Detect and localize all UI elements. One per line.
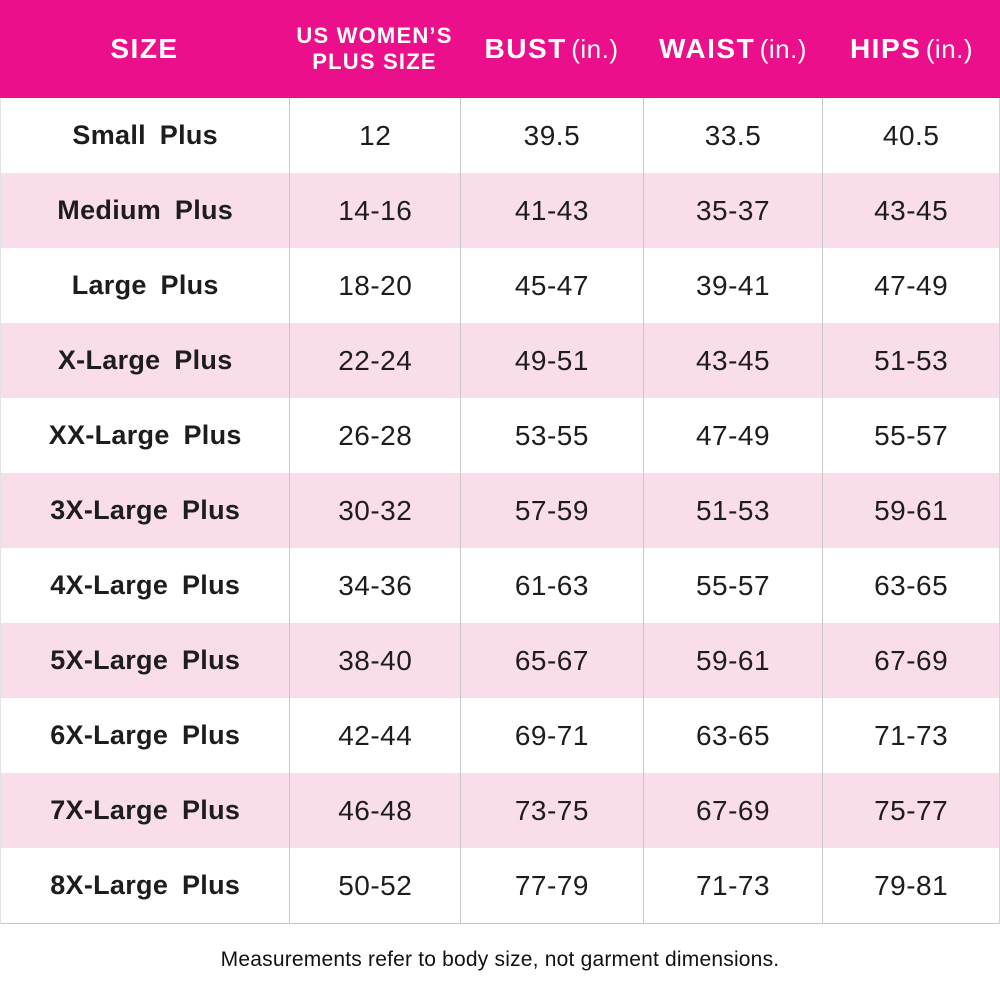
table-row: 6X-Large Plus 42-44 69-71 63-65 71-73 xyxy=(1,698,999,773)
column-header-waist: WAIST (in.) xyxy=(643,0,823,98)
cell-hips: 47-49 xyxy=(822,248,999,323)
cell-us_plus_size: 42-44 xyxy=(289,698,460,773)
cell-bust: 53-55 xyxy=(460,398,643,473)
cell-waist: 71-73 xyxy=(642,848,823,923)
table-row: 3X-Large Plus 30-32 57-59 51-53 59-61 xyxy=(1,473,999,548)
cell-us_plus_size: 14-16 xyxy=(289,173,460,248)
table-row: X-Large Plus 22-24 49-51 43-45 51-53 xyxy=(1,323,999,398)
column-header-waist-label: WAIST xyxy=(659,33,756,64)
column-header-size: SIZE xyxy=(0,0,289,98)
cell-hips: 79-81 xyxy=(822,848,999,923)
cell-us_plus_size: 22-24 xyxy=(289,323,460,398)
table-row: 5X-Large Plus 38-40 65-67 59-61 67-69 xyxy=(1,623,999,698)
table-header-row: SIZE US WOMEN’S PLUS SIZE BUST (in.) WAI… xyxy=(0,0,1000,98)
cell-bust: 65-67 xyxy=(460,623,643,698)
row-size-label: Small Plus xyxy=(72,120,218,150)
cell-us_plus_size: 30-32 xyxy=(289,473,460,548)
cell-waist: 63-65 xyxy=(642,698,823,773)
cell-hips: 71-73 xyxy=(822,698,999,773)
cell-waist: 35-37 xyxy=(642,173,823,248)
column-header-bust-label: BUST xyxy=(484,33,567,64)
cell-us_plus_size: 18-20 xyxy=(289,248,460,323)
column-header-hips-unit: (in.) xyxy=(925,34,974,64)
table-row: Large Plus 18-20 45-47 39-41 47-49 xyxy=(1,248,999,323)
row-size-label: 4X-Large Plus xyxy=(50,570,241,600)
cell-hips: 51-53 xyxy=(822,323,999,398)
column-header-size-label: SIZE xyxy=(110,33,179,64)
cell-bust: 45-47 xyxy=(460,248,643,323)
column-header-hips: HIPS (in.) xyxy=(823,0,1000,98)
cell-us_plus_size: 12 xyxy=(289,98,460,173)
cell-bust: 69-71 xyxy=(460,698,643,773)
cell-waist: 67-69 xyxy=(642,773,823,848)
cell-hips: 75-77 xyxy=(822,773,999,848)
cell-bust: 39.5 xyxy=(460,98,643,173)
cell-us_plus_size: 46-48 xyxy=(289,773,460,848)
table-row: Medium Plus 14-16 41-43 35-37 43-45 xyxy=(1,173,999,248)
cell-bust: 49-51 xyxy=(460,323,643,398)
cell-waist: 47-49 xyxy=(642,398,823,473)
size-chart-table: SIZE US WOMEN’S PLUS SIZE BUST (in.) WAI… xyxy=(0,0,1000,924)
cell-waist: 51-53 xyxy=(642,473,823,548)
cell-hips: 67-69 xyxy=(822,623,999,698)
footnote: Measurements refer to body size, not gar… xyxy=(220,948,780,971)
cell-bust: 41-43 xyxy=(460,173,643,248)
column-header-hips-label: HIPS xyxy=(849,33,922,64)
cell-bust: 73-75 xyxy=(460,773,643,848)
row-size-label: 6X-Large Plus xyxy=(50,720,241,750)
column-header-us-plus-size-line2: PLUS SIZE xyxy=(312,49,437,74)
cell-hips: 63-65 xyxy=(822,548,999,623)
cell-waist: 59-61 xyxy=(642,623,823,698)
table-body: Small Plus 12 39.5 33.5 40.5 Medium Plus 14-16… xyxy=(0,98,1000,924)
cell-waist: 39-41 xyxy=(642,248,823,323)
row-size-label: XX-Large Plus xyxy=(48,420,242,450)
cell-us_plus_size: 26-28 xyxy=(289,398,460,473)
column-header-bust: BUST (in.) xyxy=(460,0,643,98)
cell-hips: 55-57 xyxy=(822,398,999,473)
cell-hips: 43-45 xyxy=(822,173,999,248)
cell-us_plus_size: 34-36 xyxy=(289,548,460,623)
table-row: 7X-Large Plus 46-48 73-75 67-69 75-77 xyxy=(1,773,999,848)
cell-hips: 40.5 xyxy=(822,98,999,173)
row-size-label: 5X-Large Plus xyxy=(50,645,241,675)
cell-waist: 33.5 xyxy=(642,98,823,173)
row-size-label: Medium Plus xyxy=(57,195,234,225)
cell-hips: 59-61 xyxy=(822,473,999,548)
cell-waist: 43-45 xyxy=(642,323,823,398)
column-header-us-plus-size: US WOMEN’S PLUS SIZE xyxy=(289,0,460,98)
table-row: XX-Large Plus 26-28 53-55 47-49 55-57 xyxy=(1,398,999,473)
cell-bust: 61-63 xyxy=(460,548,643,623)
cell-us_plus_size: 50-52 xyxy=(289,848,460,923)
table-row: 8X-Large Plus 50-52 77-79 71-73 79-81 xyxy=(1,848,999,923)
cell-waist: 55-57 xyxy=(642,548,823,623)
table-row: Small Plus 12 39.5 33.5 40.5 xyxy=(1,98,999,173)
row-size-label: X-Large Plus xyxy=(57,345,233,375)
row-size-label: 3X-Large Plus xyxy=(50,495,241,525)
row-size-label: 7X-Large Plus xyxy=(50,795,241,825)
column-header-us-plus-size-line1: US WOMEN’S xyxy=(296,22,453,48)
table-row: 4X-Large Plus 34-36 61-63 55-57 63-65 xyxy=(1,548,999,623)
column-header-waist-unit: (in.) xyxy=(759,34,807,64)
cell-bust: 77-79 xyxy=(460,848,643,923)
row-size-label: Large Plus xyxy=(71,270,219,300)
cell-bust: 57-59 xyxy=(460,473,643,548)
row-size-label: 8X-Large Plus xyxy=(50,870,241,900)
column-header-bust-unit: (in.) xyxy=(571,34,619,64)
cell-us_plus_size: 38-40 xyxy=(289,623,460,698)
